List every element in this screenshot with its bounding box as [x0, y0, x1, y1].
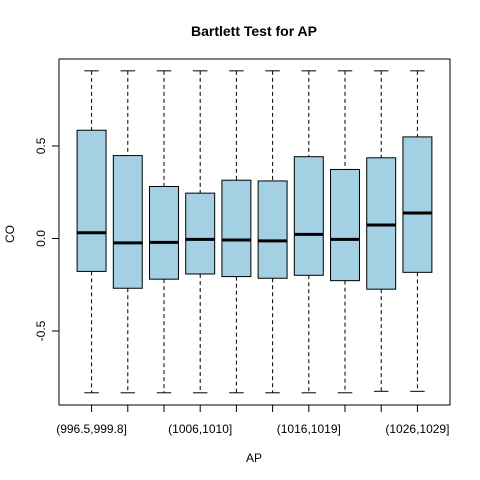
x-tick-label: (1026,1029]	[385, 422, 449, 436]
y-axis-label: CO	[3, 225, 17, 243]
iqr-box	[293, 156, 324, 276]
box-5	[257, 70, 288, 394]
box-1	[112, 70, 143, 394]
iqr-box	[221, 179, 252, 278]
iqr-box	[330, 168, 360, 282]
iqr-box	[112, 155, 143, 289]
box-0	[76, 70, 107, 394]
y-axis: -0.5 0.0 0.5	[34, 137, 59, 341]
box-2	[149, 70, 179, 394]
box-4	[221, 70, 252, 394]
box-7	[330, 70, 360, 394]
box-6	[293, 70, 324, 394]
x-axis-label: AP	[246, 451, 262, 465]
iqr-box	[149, 185, 179, 280]
iqr-box	[402, 136, 433, 273]
x-axis: (996.5,999.8] (1006,1010] (1016,1019] (1026…	[56, 405, 449, 436]
box-9	[402, 70, 433, 392]
iqr-box	[185, 192, 216, 275]
x-tick-label: (996.5,999.8]	[56, 422, 127, 436]
box-3	[185, 70, 216, 394]
plot-frame	[58, 58, 451, 406]
y-tick-label: -0.5	[34, 320, 48, 341]
x-tick-label: (1016,1019]	[277, 422, 341, 436]
y-tick-label: 0.5	[34, 137, 48, 154]
box-8	[366, 70, 397, 392]
iqr-box	[76, 129, 107, 272]
chart-title: Bartlett Test for AP	[191, 23, 317, 39]
y-tick-label: 0.0	[34, 230, 48, 247]
x-tick-label: (1006,1010]	[168, 422, 232, 436]
iqr-box	[257, 180, 288, 279]
boxes-group	[76, 70, 433, 394]
